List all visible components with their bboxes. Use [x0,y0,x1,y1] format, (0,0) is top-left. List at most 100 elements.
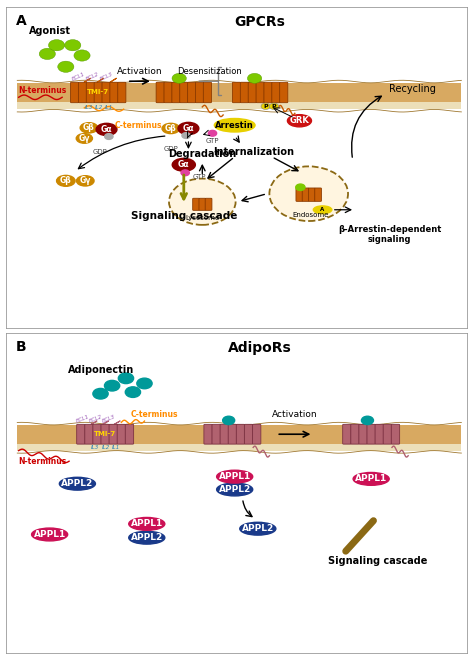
FancyBboxPatch shape [85,424,93,444]
Ellipse shape [172,158,195,171]
FancyBboxPatch shape [117,424,126,444]
Text: APPL2: APPL2 [242,524,274,533]
Text: APPL2: APPL2 [61,479,93,488]
FancyBboxPatch shape [77,424,85,444]
Circle shape [137,378,152,388]
Text: Activation: Activation [117,68,163,76]
Text: APPL1: APPL1 [34,530,66,539]
FancyBboxPatch shape [375,424,383,444]
FancyBboxPatch shape [188,82,196,103]
FancyBboxPatch shape [212,424,220,444]
Text: GTP: GTP [192,175,206,181]
Ellipse shape [80,123,98,133]
Circle shape [48,40,64,51]
FancyBboxPatch shape [228,424,237,444]
FancyBboxPatch shape [86,82,94,103]
FancyBboxPatch shape [359,424,367,444]
Ellipse shape [353,473,389,485]
Text: Adiponectin: Adiponectin [68,365,135,374]
FancyBboxPatch shape [94,82,102,103]
FancyBboxPatch shape [199,199,206,210]
Text: β-Arrestin-dependent
signaling: β-Arrestin-dependent signaling [338,225,441,244]
Text: Desensitization: Desensitization [177,68,242,76]
Text: C-terminus: C-terminus [114,121,162,129]
Text: ECL3: ECL3 [101,414,116,424]
Circle shape [181,170,189,176]
Ellipse shape [56,175,75,187]
FancyBboxPatch shape [164,82,172,103]
Ellipse shape [32,528,68,541]
Text: Agonist: Agonist [29,26,71,37]
FancyBboxPatch shape [245,424,253,444]
Ellipse shape [214,118,255,132]
Circle shape [105,133,113,139]
Text: AdipoRs: AdipoRs [228,341,292,355]
Text: P: P [264,104,268,109]
Ellipse shape [217,483,253,496]
Text: Signaling cascade: Signaling cascade [328,556,428,566]
Text: Signaling cascade: Signaling cascade [131,210,237,220]
Text: Gβ: Gβ [83,124,95,132]
Ellipse shape [59,477,95,490]
Text: Activation: Activation [272,410,318,419]
Ellipse shape [162,124,180,133]
FancyBboxPatch shape [93,424,101,444]
Text: APPL1: APPL1 [131,519,163,529]
Ellipse shape [129,517,165,531]
Text: Endosome: Endosome [293,212,329,218]
FancyBboxPatch shape [203,82,211,103]
Text: Gα: Gα [182,124,194,133]
Text: IL1: IL1 [105,105,113,110]
Circle shape [64,40,81,51]
Text: B: B [16,340,27,354]
FancyBboxPatch shape [78,82,87,103]
Circle shape [296,184,305,191]
Text: GTP: GTP [206,138,219,144]
Text: A: A [320,207,325,212]
Circle shape [39,48,55,60]
FancyBboxPatch shape [232,82,241,103]
Text: C-terminus: C-terminus [131,410,178,419]
Text: ECL3: ECL3 [99,71,114,82]
Ellipse shape [313,206,332,214]
FancyBboxPatch shape [195,82,204,103]
FancyBboxPatch shape [236,424,245,444]
Text: Arrestin: Arrestin [215,121,254,129]
FancyBboxPatch shape [296,188,303,201]
FancyBboxPatch shape [272,82,280,103]
Text: IL2: IL2 [95,105,103,110]
Text: APPL2: APPL2 [131,533,163,542]
Text: Gγ: Gγ [79,134,90,143]
Text: ECL1: ECL1 [75,414,91,424]
Ellipse shape [76,176,94,186]
Text: Recycling: Recycling [389,84,436,94]
Circle shape [172,73,186,83]
Text: IL2: IL2 [101,445,110,450]
FancyBboxPatch shape [205,199,212,210]
Bar [17,444,461,451]
Circle shape [104,380,120,391]
FancyBboxPatch shape [248,82,256,103]
Text: Internalization: Internalization [213,147,294,157]
Ellipse shape [129,531,165,544]
FancyBboxPatch shape [156,82,164,103]
Bar [17,83,461,102]
FancyBboxPatch shape [302,188,309,201]
Text: N-terminus: N-terminus [18,86,67,95]
FancyBboxPatch shape [204,424,212,444]
Ellipse shape [287,115,311,127]
Circle shape [58,61,74,72]
FancyBboxPatch shape [180,82,188,103]
Text: Gγ: Gγ [80,177,91,185]
Text: GDP: GDP [164,146,178,152]
FancyBboxPatch shape [391,424,400,444]
Text: APPL2: APPL2 [219,485,251,494]
Ellipse shape [96,124,117,135]
Text: ECL1: ECL1 [72,71,86,82]
Text: TMI-7: TMI-7 [94,431,116,437]
FancyBboxPatch shape [101,424,109,444]
FancyBboxPatch shape [220,424,228,444]
FancyBboxPatch shape [102,82,110,103]
FancyBboxPatch shape [110,82,118,103]
FancyBboxPatch shape [280,82,288,103]
